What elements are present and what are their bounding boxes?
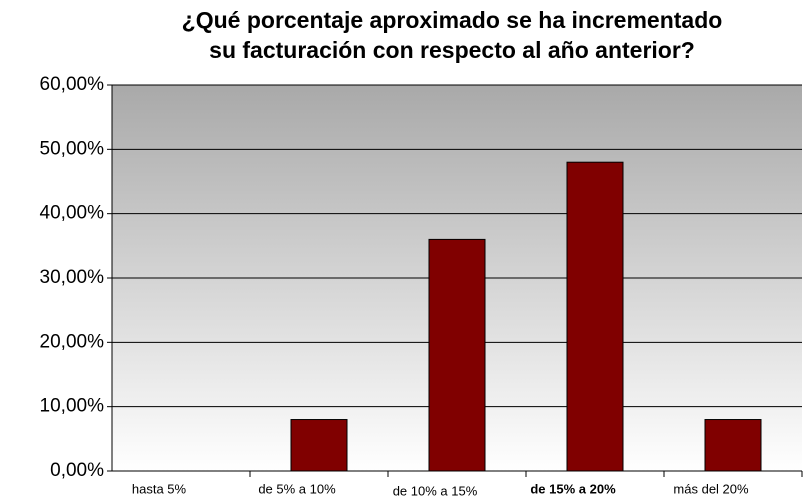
y-tick-label: 10,00%	[40, 396, 105, 417]
bar	[704, 419, 762, 472]
y-tick-label: 40,00%	[40, 203, 105, 224]
bar	[428, 238, 486, 472]
y-tick-label: 30,00%	[40, 267, 105, 288]
x-tick-label: de 5% a 10%	[258, 481, 336, 496]
chart-title: su facturación con respecto al año anter…	[209, 37, 695, 63]
x-tick-label: de 15% a 20%	[530, 481, 616, 496]
x-tick-label: de 10% a 15%	[393, 483, 478, 498]
bar	[290, 419, 348, 472]
y-tick-label: 50,00%	[40, 138, 105, 159]
y-tick-label: 20,00%	[40, 331, 105, 352]
x-tick-label: más del 20%	[673, 481, 749, 496]
chart-title: ¿Qué porcentaje aproximado se ha increme…	[182, 7, 723, 33]
bar	[566, 161, 624, 472]
y-tick-label: 60,00%	[40, 74, 105, 95]
y-tick-label: 0,00%	[50, 460, 104, 481]
x-tick-label: hasta 5%	[132, 481, 187, 496]
